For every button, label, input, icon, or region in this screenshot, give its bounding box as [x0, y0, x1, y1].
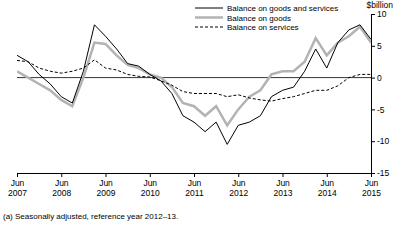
y-axis-title: $billion: [367, 0, 394, 10]
x-tick: Jun2010: [141, 173, 160, 198]
x-tick-label: Jun2014: [318, 178, 337, 198]
x-tick: Jun2011: [185, 173, 204, 198]
legend: Balance on goods and servicesBalance on …: [195, 4, 338, 32]
x-tick: Jun2014: [318, 173, 337, 198]
x-tick-mark: [150, 173, 151, 177]
legend-label: Balance on goods: [227, 14, 291, 23]
x-tick-mark: [194, 173, 195, 177]
x-tick-label: Jun2010: [141, 178, 160, 198]
y-tick-label: -10: [377, 136, 390, 146]
x-tick-mark: [61, 173, 62, 177]
series-line: [17, 27, 371, 126]
zero-line: [17, 77, 371, 78]
y-tick-label: 5: [377, 41, 382, 51]
x-tick-label: Jun2008: [52, 178, 71, 198]
x-tick: Jun2013: [274, 173, 293, 198]
x-tick-label-line: Jun: [11, 178, 25, 188]
y-tick: 10: [371, 9, 387, 19]
y-tick-label: -5: [377, 105, 385, 115]
x-tick-label-line: 2015: [362, 188, 381, 198]
plot-lines: [17, 25, 371, 145]
footnote: (a) Seasonally adjusted, reference year …: [3, 212, 178, 221]
x-tick: Jun2009: [97, 173, 116, 198]
x-tick-label-line: 2014: [318, 188, 337, 198]
legend-swatch: [195, 8, 223, 9]
x-tick-label-line: 2011: [185, 188, 204, 198]
x-tick-label-line: 2013: [274, 188, 293, 198]
y-tick: -15: [371, 168, 390, 178]
x-tick: Jun2007: [8, 173, 27, 198]
x-tick: Jun2008: [52, 173, 71, 198]
y-tick: 0: [371, 73, 382, 83]
series-line: [17, 25, 371, 145]
legend-swatch: [195, 27, 223, 28]
y-tick: -10: [371, 136, 390, 146]
legend-label: Balance on goods and services: [227, 4, 338, 13]
y-tick-label: 10: [377, 9, 387, 19]
x-tick-label: Jun2013: [274, 178, 293, 198]
x-tick-label-line: Jun: [276, 178, 290, 188]
x-tick-label: Jun2015: [362, 178, 381, 198]
x-tick-label: Jun2009: [97, 178, 116, 198]
x-tick-label: Jun2012: [229, 178, 248, 198]
x-tick-label-line: 2010: [141, 188, 160, 198]
y-axis: -15 -10 -5 0 5 10: [371, 9, 390, 178]
x-tick-label: Jun2011: [185, 178, 204, 198]
legend-swatch: [195, 16, 223, 19]
legend-label: Balance on services: [227, 23, 299, 32]
x-tick-mark: [106, 173, 107, 177]
x-tick-mark: [17, 173, 18, 177]
y-tick-mark: [371, 78, 375, 79]
y-tick-label: -15: [377, 168, 390, 178]
y-tick-mark: [371, 14, 375, 15]
x-tick-mark: [238, 173, 239, 177]
x-tick-label: Jun2007: [8, 178, 27, 198]
x-tick-label-line: Jun: [99, 178, 113, 188]
series-line: [17, 60, 371, 101]
x-tick-label-line: Jun: [320, 178, 334, 188]
y-tick-mark: [371, 109, 375, 110]
chart-svg: -15-10-50510Jun2007Jun2008Jun2009Jun2010…: [0, 0, 397, 227]
y-tick: -5: [371, 105, 385, 115]
chart-container: -15-10-50510Jun2007Jun2008Jun2009Jun2010…: [0, 0, 397, 227]
x-tick-label-line: Jun: [55, 178, 69, 188]
x-tick-mark: [371, 173, 372, 177]
y-tick-mark: [371, 141, 375, 142]
x-axis: Jun2007Jun2008Jun2009Jun2010Jun2011Jun20…: [8, 173, 381, 198]
x-tick-label-line: Jun: [143, 178, 157, 188]
y-tick: 5: [371, 41, 382, 51]
x-tick-label-line: Jun: [188, 178, 202, 188]
x-tick: Jun2015: [362, 173, 381, 198]
x-tick-mark: [327, 173, 328, 177]
x-tick-label-line: 2009: [97, 188, 116, 198]
x-tick-label-line: Jun: [365, 178, 379, 188]
x-tick-label-line: Jun: [232, 178, 246, 188]
x-tick-label-line: 2007: [8, 188, 27, 198]
y-tick-label: 0: [377, 73, 382, 83]
x-tick-mark: [283, 173, 284, 177]
y-tick-mark: [371, 46, 375, 47]
y-axis-line: [371, 15, 372, 174]
x-tick: Jun2012: [229, 173, 248, 198]
x-tick-label-line: 2008: [52, 188, 71, 198]
x-tick-label-line: 2012: [229, 188, 248, 198]
